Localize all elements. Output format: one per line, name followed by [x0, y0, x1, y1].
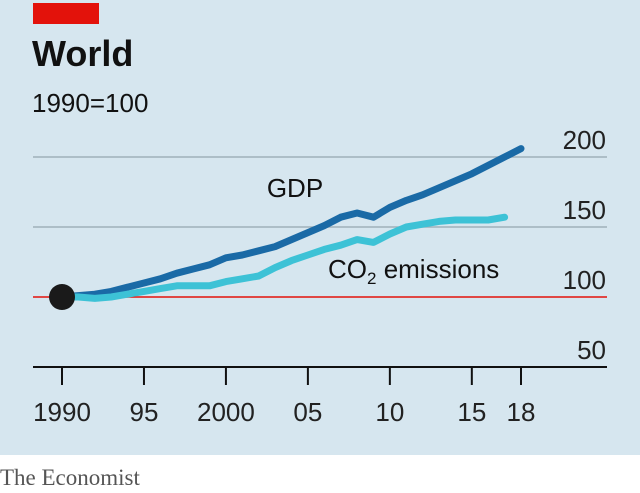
x-axis	[33, 366, 607, 385]
accent-bar	[33, 3, 99, 24]
series-layer	[49, 145, 525, 310]
x-tick-label: 95	[130, 397, 159, 427]
x-tick-label: 1990	[33, 397, 91, 427]
x-tick-label: 05	[293, 397, 322, 427]
co2-line	[58, 213, 509, 302]
x-tick-label: 10	[375, 397, 404, 427]
start-marker	[49, 284, 75, 310]
y-tick-label: 100	[563, 265, 606, 295]
x-tick-label: 15	[457, 397, 486, 427]
series-label-co2: CO2 emissions	[328, 254, 499, 288]
x-tick-label: 2000	[197, 397, 255, 427]
series-label-gdp: GDP	[267, 173, 323, 203]
y-tick-label: 50	[577, 335, 606, 365]
x-tick-label: 18	[507, 397, 536, 427]
y-tick-label: 200	[563, 125, 606, 155]
chart-title: World	[32, 33, 133, 74]
source-label: The Economist	[0, 465, 140, 490]
label-layer: 50 100 150 200 1990 95 2000 05 10 15 18 GDP CO2 emis…	[33, 125, 606, 427]
gdp-line	[58, 145, 525, 301]
y-tick-label: 150	[563, 195, 606, 225]
chart-subtitle: 1990=100	[32, 88, 148, 118]
